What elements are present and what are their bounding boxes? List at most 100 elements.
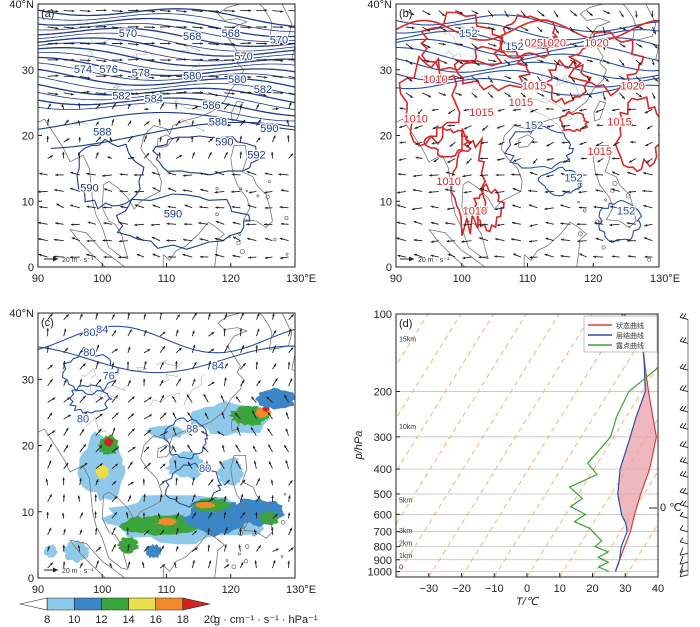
- wind-arrowhead: [211, 498, 214, 501]
- wind-arrowhead: [287, 512, 291, 516]
- wind-arrowhead: [597, 159, 601, 163]
- wind-arrowhead: [52, 397, 56, 401]
- island: [252, 533, 256, 537]
- skewt-axis-ticks: −30 −20 −10 0 10 20 30 40 100 200 300 400 500 600 700 8…: [368, 309, 665, 595]
- wind-barb-flag: [679, 556, 684, 565]
- wind-arrowhead: [258, 545, 261, 549]
- wind-arrowhead: [87, 42, 91, 45]
- wind-arrowhead: [289, 378, 293, 382]
- wind-barb-flag: [682, 487, 687, 494]
- wind-arrowhead: [87, 9, 91, 13]
- wind-arrowhead: [69, 255, 73, 259]
- legend-label: 状态曲线: [616, 321, 644, 330]
- wind-barb-flag: [679, 500, 684, 505]
- wind-arrowhead: [187, 444, 190, 448]
- skewt-y-tick-label: 900: [374, 555, 392, 567]
- wind-arrowhead: [38, 237, 41, 241]
- wind-arrowhead: [613, 143, 617, 146]
- wind-barb-flag: [679, 547, 684, 556]
- wind-arrowhead: [254, 529, 257, 533]
- wind-arrowhead: [162, 564, 166, 567]
- island: [236, 240, 241, 246]
- wind-arrowhead: [82, 363, 86, 367]
- wind-arrowhead: [541, 13, 545, 17]
- wind-arrowhead: [412, 207, 415, 211]
- colorbar-bin: [19, 597, 48, 611]
- island: [239, 248, 246, 255]
- wind-arrowhead: [572, 79, 575, 83]
- wind-arrowhead: [241, 345, 244, 349]
- wind-arrowhead: [458, 26, 462, 30]
- height-contour: [50, 121, 295, 149]
- wind-arrowhead: [274, 123, 278, 126]
- wind-arrowhead: [555, 44, 558, 48]
- wind-arrowhead: [109, 137, 113, 141]
- wind-arrowhead: [174, 562, 177, 565]
- wind-arrowhead: [490, 13, 493, 17]
- wind-arrowhead: [427, 12, 431, 15]
- wind-arrowhead: [271, 495, 274, 499]
- wind-arrowhead: [99, 463, 103, 467]
- wind-arrowhead: [430, 240, 434, 243]
- wind-arrowhead: [544, 207, 548, 211]
- wind-arrowhead: [119, 173, 123, 176]
- island: [231, 564, 237, 570]
- wind-arrowhead: [209, 152, 212, 156]
- wind-arrowhead: [112, 314, 115, 318]
- wind-arrowhead: [265, 237, 268, 241]
- wind-arrowhead: [579, 253, 583, 256]
- wind-arrowhead: [280, 75, 284, 79]
- height-contour: [38, 27, 295, 48]
- flux-shade: [44, 544, 59, 559]
- contour-label: 588: [209, 117, 227, 129]
- height-contour: [76, 138, 145, 210]
- wind-arrowhead: [463, 191, 467, 194]
- wind-arrowhead: [272, 313, 275, 317]
- wind-arrowhead: [134, 204, 138, 207]
- wind-arrowhead: [84, 463, 88, 466]
- wind-arrowhead: [638, 94, 642, 98]
- inland-line: [180, 45, 201, 52]
- island: [237, 552, 241, 556]
- wind-arrowhead: [627, 171, 631, 175]
- height-contour: [38, 42, 295, 62]
- wind-arrowhead: [414, 253, 417, 257]
- wind-arrowhead: [496, 126, 500, 129]
- wind-arrowhead: [593, 205, 597, 209]
- wind-arrowhead: [513, 253, 517, 256]
- wind-arrowhead: [96, 560, 99, 564]
- map-y-tick-label: 40°N: [9, 308, 34, 320]
- contour-label: 590: [215, 136, 233, 148]
- wind-arrowhead: [275, 548, 279, 551]
- wind-arrowhead: [638, 62, 642, 66]
- wind-arrowhead: [148, 430, 151, 433]
- wind-arrowhead: [427, 28, 431, 32]
- wind-arrowhead: [208, 560, 212, 564]
- height-contour: [38, 13, 295, 33]
- wind-arrowhead: [161, 545, 164, 549]
- colorbar-bin: [128, 597, 157, 611]
- wind-arrowhead: [571, 96, 574, 100]
- wind-barb-flag: [682, 470, 687, 477]
- wind-arrowhead: [178, 347, 182, 351]
- panel-d: 15km 10km 5km 3km 2km 1km 0 (d) −30 −20 −10 0 10 20…: [353, 309, 682, 608]
- wind-arrowhead: [248, 91, 252, 94]
- series-line-1: [614, 314, 658, 572]
- wind-arrowhead: [530, 125, 534, 128]
- wind-arrowhead: [560, 204, 564, 207]
- wind-arrowhead: [279, 205, 283, 209]
- wind-arrowhead: [273, 330, 277, 334]
- map-y-tick-label: 40°N: [367, 0, 392, 11]
- coastline-segment: [230, 100, 244, 122]
- wind-arrowhead: [642, 189, 646, 193]
- wind-arrowhead: [528, 204, 532, 207]
- wind-arrowhead: [210, 479, 214, 483]
- skewt-y-tick-label: 100: [374, 309, 392, 321]
- wind-arrowhead: [77, 120, 81, 124]
- panel-a-wind-reference-label: 20 m · s⁻¹: [62, 257, 94, 264]
- wind-arrowhead: [70, 187, 73, 191]
- wind-arrowhead: [206, 461, 209, 465]
- wind-arrowhead: [412, 26, 415, 30]
- wind-arrowhead: [576, 174, 580, 177]
- wind-arrowhead: [200, 188, 204, 192]
